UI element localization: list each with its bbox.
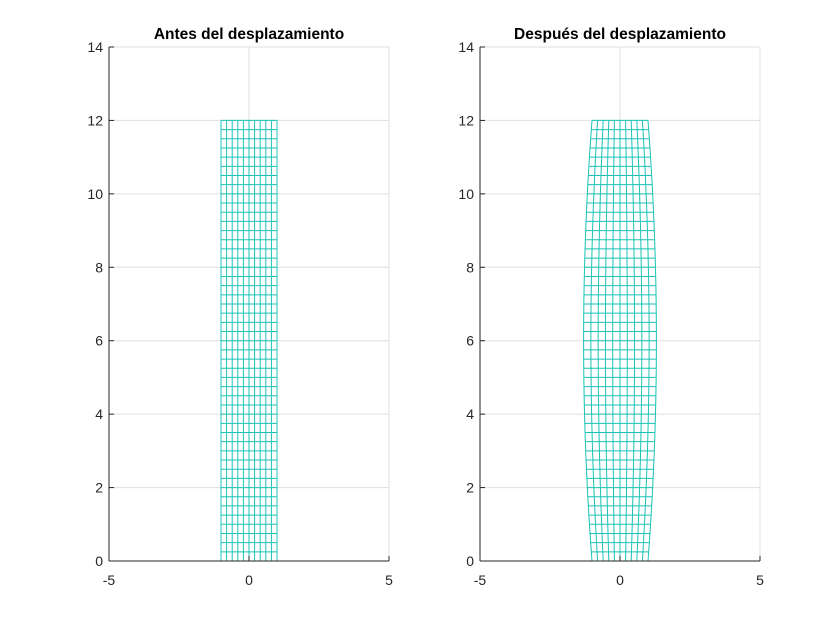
- mesh-column-line: [647, 120, 657, 562]
- mesh-column-line: [590, 120, 599, 562]
- y-tick-label: 2: [466, 480, 474, 496]
- x-tick-label: 5: [385, 572, 393, 588]
- mesh: [583, 119, 657, 562]
- x-tick-label: -5: [103, 572, 116, 588]
- y-tick-label: 0: [466, 553, 474, 569]
- y-tick-label: 6: [95, 333, 103, 349]
- mesh-column-line: [625, 120, 628, 562]
- y-tick-label: 10: [87, 186, 103, 202]
- mesh-column-line: [583, 120, 593, 562]
- mesh-column-line: [636, 120, 643, 562]
- mesh-column-line: [630, 120, 636, 562]
- y-tick-label: 8: [466, 259, 474, 275]
- x-tick-label: 0: [245, 572, 253, 588]
- mesh-column-line: [641, 120, 650, 562]
- y-tick-label: 2: [95, 480, 103, 496]
- x-tick-label: 0: [616, 572, 624, 588]
- y-tick-label: 4: [466, 406, 474, 422]
- y-tick-label: 14: [458, 39, 474, 55]
- x-tick-label: -5: [474, 572, 487, 588]
- y-tick-label: 10: [458, 186, 474, 202]
- y-tick-label: 0: [95, 553, 103, 569]
- y-tick-label: 14: [87, 39, 103, 55]
- chart-title: Después del desplazamiento: [514, 26, 726, 43]
- y-tick-label: 6: [466, 333, 474, 349]
- y-tick-label: 12: [87, 112, 103, 128]
- x-tick-label: 5: [756, 572, 764, 588]
- y-tick-label: 4: [95, 406, 103, 422]
- mesh-column-line: [597, 120, 604, 562]
- mesh: [220, 119, 278, 562]
- mesh-column-line: [612, 120, 615, 562]
- mesh-column-line: [604, 120, 610, 562]
- chart-title: Antes del desplazamiento: [154, 26, 344, 43]
- y-tick-label: 12: [458, 112, 474, 128]
- y-tick-label: 8: [95, 259, 103, 275]
